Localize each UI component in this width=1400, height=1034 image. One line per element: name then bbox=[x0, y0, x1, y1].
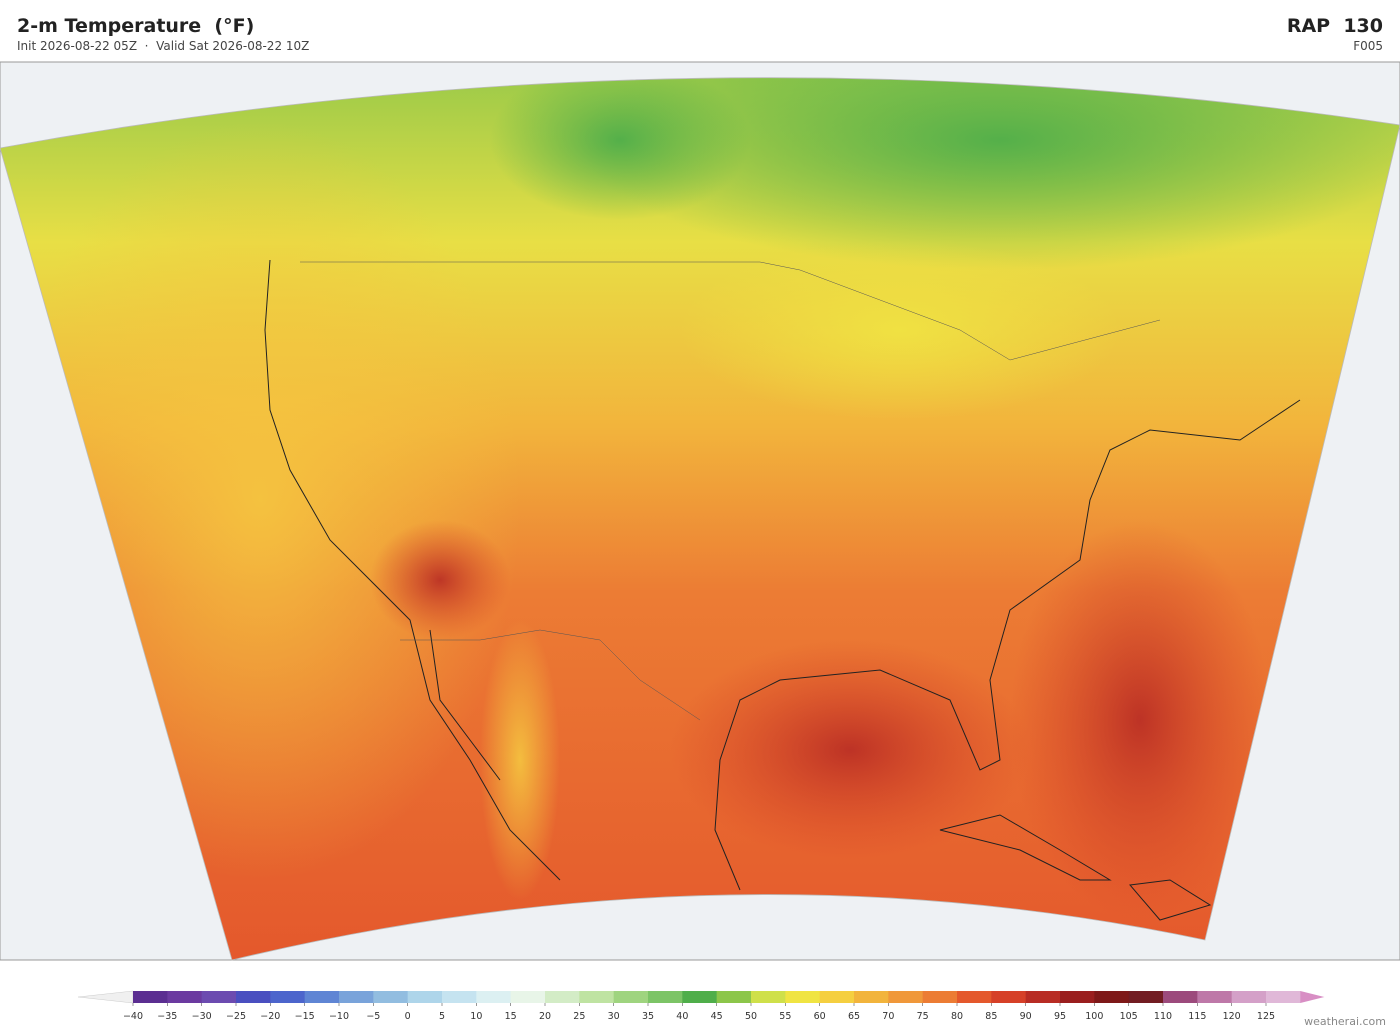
borders bbox=[300, 261, 1161, 721]
colorbar-tick-label: −25 bbox=[226, 1011, 246, 1022]
colorbar-bin bbox=[888, 991, 924, 1003]
colorbar-tick-label: 85 bbox=[985, 1011, 997, 1022]
colorbar-tick-label: 50 bbox=[745, 1011, 757, 1022]
colorbar-bin bbox=[1231, 991, 1267, 1003]
colorbar-bin bbox=[236, 991, 271, 1003]
subtitle: Init 2026-08-22 05Z · Valid Sat 2026-08-… bbox=[17, 39, 310, 53]
colorbar-bin bbox=[716, 991, 752, 1003]
colorbar-tick-label: 40 bbox=[676, 1011, 688, 1022]
colorbar-tick-label: −20 bbox=[260, 1011, 280, 1022]
colorbar-tick-label: −10 bbox=[329, 1011, 349, 1022]
colorbar-tick-label: 70 bbox=[882, 1011, 894, 1022]
forecast-hour: F005 bbox=[1353, 39, 1383, 53]
colorbar-tick-label: 45 bbox=[711, 1011, 723, 1022]
colorbar-tick-label: 115 bbox=[1188, 1011, 1206, 1022]
colorbar-bin bbox=[1197, 991, 1233, 1003]
temperature-field bbox=[0, 77, 1400, 960]
colorbar-bin bbox=[270, 991, 306, 1003]
colorbar-bin bbox=[339, 991, 374, 1003]
colorbar-bin bbox=[682, 991, 718, 1003]
colorbar-tick-label: 30 bbox=[608, 1011, 620, 1022]
model-label: RAP 130 bbox=[1286, 15, 1383, 37]
colorbar-bin bbox=[201, 991, 237, 1003]
coastlines bbox=[264, 259, 1301, 921]
colorbar-tick-label: 120 bbox=[1223, 1011, 1241, 1022]
colorbar-bin bbox=[751, 991, 786, 1003]
colorbar-bin bbox=[1060, 991, 1095, 1003]
colorbar-bin bbox=[579, 991, 615, 1003]
colorbar-tick-label: 55 bbox=[779, 1011, 791, 1022]
colorbar-extend-high bbox=[1300, 991, 1325, 1003]
colorbar-tick-label: −15 bbox=[295, 1011, 315, 1022]
colorbar-bin bbox=[648, 991, 683, 1003]
colorbar-tick-label: 75 bbox=[917, 1011, 929, 1022]
colorbar-bin bbox=[922, 991, 958, 1003]
colorbar-bin bbox=[442, 991, 477, 1003]
colorbar-tick-label: 110 bbox=[1154, 1011, 1172, 1022]
colorbar-bin bbox=[1163, 991, 1198, 1003]
colorbar-tick-label: 20 bbox=[539, 1011, 551, 1022]
colorbar-tick-label: 25 bbox=[573, 1011, 585, 1022]
colorbar-bin bbox=[1266, 991, 1301, 1003]
colorbar-bin bbox=[545, 991, 580, 1003]
colorbar-tick-label: 35 bbox=[642, 1011, 654, 1022]
title: 2-m Temperature (°F) bbox=[17, 15, 255, 37]
colorbar-tick-label: 105 bbox=[1120, 1011, 1138, 1022]
colorbar-tick-label: 5 bbox=[439, 1011, 445, 1022]
colorbar-bin bbox=[854, 991, 889, 1003]
colorbar-tick-label: 60 bbox=[814, 1011, 826, 1022]
colorbar-tick-label: 125 bbox=[1257, 1011, 1275, 1022]
colorbar-bin bbox=[133, 991, 168, 1003]
colorbar-tick-label: 0 bbox=[405, 1011, 411, 1022]
colorbar-tick-label: −5 bbox=[366, 1011, 380, 1022]
colorbar-tick-label: 10 bbox=[470, 1011, 482, 1022]
colorbar-bin bbox=[304, 991, 340, 1003]
colorbar-tick-label: 95 bbox=[1054, 1011, 1066, 1022]
colorbar-bin bbox=[407, 991, 443, 1003]
colorbar-bin bbox=[991, 991, 1027, 1003]
colorbar-bin bbox=[1128, 991, 1164, 1003]
colorbar-tick-label: 15 bbox=[505, 1011, 517, 1022]
colorbar-bin bbox=[167, 991, 203, 1003]
colorbar-bin bbox=[613, 991, 649, 1003]
colorbar-tick-label: 80 bbox=[951, 1011, 963, 1022]
colorbar-bin bbox=[510, 991, 546, 1003]
colorbar-extend-low bbox=[77, 990, 134, 1004]
colorbar-tick-label: 100 bbox=[1085, 1011, 1103, 1022]
colorbar-bin bbox=[373, 991, 409, 1003]
colorbar-bin bbox=[819, 991, 855, 1003]
watermark: weatherai.com bbox=[1304, 1015, 1386, 1028]
colorbar-tick-label: −40 bbox=[123, 1011, 143, 1022]
colorbar-tick-label: −35 bbox=[157, 1011, 177, 1022]
colorbar-tick-label: 65 bbox=[848, 1011, 860, 1022]
colorbar-tick-label: 90 bbox=[1020, 1011, 1032, 1022]
colorbar-bin bbox=[476, 991, 512, 1003]
colorbar-bin bbox=[785, 991, 821, 1003]
colorbar-bin bbox=[1025, 991, 1061, 1003]
colorbar-bin bbox=[957, 991, 992, 1003]
colorbar-tick-label: −30 bbox=[192, 1011, 212, 1022]
colorbar-bin bbox=[1094, 991, 1130, 1003]
